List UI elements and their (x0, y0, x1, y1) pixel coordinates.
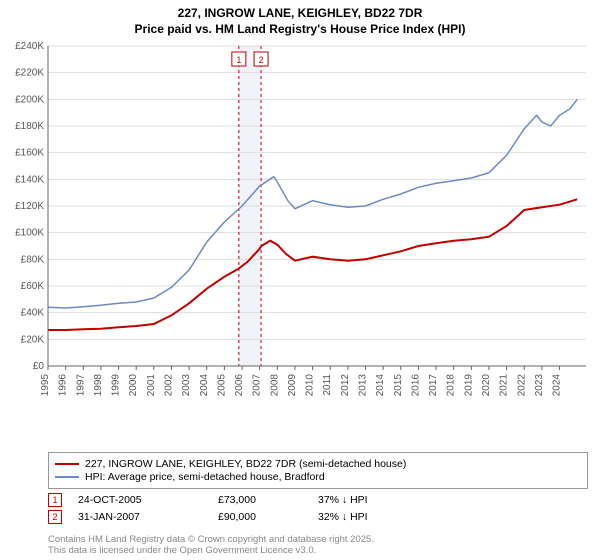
svg-text:£0: £0 (33, 361, 45, 372)
event-row: 2 31-JAN-2007£90,00032% ↓ HPI (48, 510, 588, 524)
svg-text:1995: 1995 (40, 374, 51, 397)
svg-text:2019: 2019 (463, 374, 474, 397)
svg-text:2022: 2022 (516, 374, 527, 397)
legend-box: 227, INGROW LANE, KEIGHLEY, BD22 7DR (se… (48, 452, 588, 489)
svg-text:2014: 2014 (375, 374, 386, 397)
svg-text:2016: 2016 (410, 374, 421, 397)
event-price: £73,000 (218, 494, 318, 506)
event-date: 31-JAN-2007 (78, 511, 218, 523)
line-chart: 12£0£20K£40K£60K£80K£100K£120K£140K£160K… (48, 44, 588, 414)
footer-line2: This data is licensed under the Open Gov… (48, 545, 588, 556)
event-price: £90,000 (218, 511, 318, 523)
event-marker: 2 (48, 510, 62, 524)
svg-text:£200K: £200K (15, 94, 44, 105)
svg-text:2012: 2012 (340, 374, 351, 397)
svg-text:£100K: £100K (15, 228, 44, 239)
legend-swatch (55, 476, 79, 478)
svg-text:2024: 2024 (552, 374, 563, 397)
svg-text:2023: 2023 (534, 374, 545, 397)
svg-text:£160K: £160K (15, 148, 44, 159)
svg-text:1996: 1996 (58, 374, 69, 397)
svg-text:£40K: £40K (21, 308, 45, 319)
chart-container: 227, INGROW LANE, KEIGHLEY, BD22 7DR Pri… (0, 0, 600, 560)
svg-text:1998: 1998 (93, 374, 104, 397)
legend-label: 227, INGROW LANE, KEIGHLEY, BD22 7DR (se… (85, 458, 406, 470)
svg-text:2003: 2003 (181, 374, 192, 397)
event-comparison: 37% ↓ HPI (318, 494, 438, 506)
svg-text:2020: 2020 (481, 374, 492, 397)
svg-text:2005: 2005 (216, 374, 227, 397)
event-marker: 1 (48, 493, 62, 507)
svg-text:1999: 1999 (111, 374, 122, 397)
events-list: 1 24-OCT-2005£73,00037% ↓ HPI 2 31-JAN-2007… (48, 490, 588, 527)
legend-swatch (55, 463, 79, 465)
event-date: 24-OCT-2005 (78, 494, 218, 506)
svg-text:£180K: £180K (15, 121, 44, 132)
svg-text:£60K: £60K (21, 281, 45, 292)
svg-text:2: 2 (259, 55, 264, 65)
svg-text:2000: 2000 (128, 374, 139, 397)
svg-text:2009: 2009 (287, 374, 298, 397)
footer-line1: Contains HM Land Registry data © Crown c… (48, 534, 588, 545)
svg-text:2008: 2008 (269, 374, 280, 397)
svg-text:2010: 2010 (305, 374, 316, 397)
svg-text:2018: 2018 (446, 374, 457, 397)
title-line1: 227, INGROW LANE, KEIGHLEY, BD22 7DR (0, 0, 600, 22)
svg-text:£240K: £240K (15, 41, 44, 52)
legend-row: HPI: Average price, semi-detached house,… (55, 471, 581, 483)
svg-text:£80K: £80K (21, 254, 45, 265)
svg-text:£120K: £120K (15, 201, 44, 212)
legend-row: 227, INGROW LANE, KEIGHLEY, BD22 7DR (se… (55, 458, 581, 470)
svg-text:2013: 2013 (358, 374, 369, 397)
svg-text:2015: 2015 (393, 374, 404, 397)
legend-label: HPI: Average price, semi-detached house,… (85, 471, 325, 483)
svg-text:2002: 2002 (163, 374, 174, 397)
svg-text:£140K: £140K (15, 174, 44, 185)
svg-text:2006: 2006 (234, 374, 245, 397)
svg-text:2004: 2004 (199, 374, 210, 397)
svg-text:1997: 1997 (75, 374, 86, 397)
svg-text:2011: 2011 (322, 374, 333, 396)
title-line2: Price paid vs. HM Land Registry's House … (0, 22, 600, 38)
svg-text:£20K: £20K (21, 334, 45, 345)
event-comparison: 32% ↓ HPI (318, 511, 438, 523)
svg-text:2007: 2007 (252, 374, 263, 397)
footer-attribution: Contains HM Land Registry data © Crown c… (48, 534, 588, 557)
svg-text:£220K: £220K (15, 68, 44, 79)
svg-text:1: 1 (236, 55, 241, 65)
svg-text:2001: 2001 (146, 374, 157, 397)
svg-text:2021: 2021 (499, 374, 510, 397)
event-row: 1 24-OCT-2005£73,00037% ↓ HPI (48, 493, 588, 507)
svg-text:2017: 2017 (428, 374, 439, 397)
